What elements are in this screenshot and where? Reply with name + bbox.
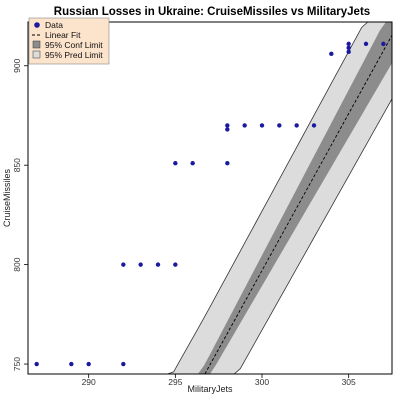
linear-fit-line xyxy=(204,35,393,375)
x-axis: 290 295 300 305 xyxy=(82,374,356,387)
x-tick-label: 295 xyxy=(168,377,182,387)
legend-data-marker-icon xyxy=(34,22,40,28)
y-axis-label: CruiseMissiles xyxy=(2,169,12,228)
x-tick-label: 300 xyxy=(255,377,269,387)
y-tick-label: 900 xyxy=(12,58,22,72)
data-point xyxy=(225,127,230,132)
data-point xyxy=(138,262,143,267)
data-point xyxy=(381,41,386,47)
y-tick-label: 800 xyxy=(12,257,22,271)
data-point xyxy=(294,123,299,128)
data-point xyxy=(86,361,91,367)
legend-box xyxy=(28,17,110,65)
chart-title: Russian Losses in Ukraine: CruiseMissile… xyxy=(54,6,370,18)
legend-conf-swatch-icon xyxy=(32,40,41,49)
data-point xyxy=(346,45,351,51)
data-point xyxy=(311,123,317,128)
legend-pred-swatch-icon xyxy=(32,50,41,59)
y-tick-label: 850 xyxy=(12,158,22,172)
legend: Data Linear Fit 95% Conf Limit 95% Pred … xyxy=(28,17,110,65)
data-point xyxy=(277,123,282,128)
data-point xyxy=(173,262,178,267)
plot-frame xyxy=(27,21,393,375)
x-tick-label: 290 xyxy=(82,377,96,387)
data-point xyxy=(34,361,39,367)
data-points xyxy=(34,41,386,367)
data-point xyxy=(69,361,74,367)
data-point xyxy=(242,123,247,128)
data-point xyxy=(363,41,369,47)
data-point xyxy=(121,361,126,367)
data-point xyxy=(155,262,161,267)
x-tick-label: 305 xyxy=(342,377,356,387)
data-point xyxy=(121,262,126,267)
data-point xyxy=(225,160,230,166)
data-point xyxy=(259,123,265,128)
data-point xyxy=(346,49,351,55)
data-point xyxy=(225,123,230,128)
y-axis: 750 800 850 900 xyxy=(12,58,28,371)
legend-label-data: Data xyxy=(45,20,63,30)
data-point xyxy=(346,41,351,47)
data-point xyxy=(173,160,178,166)
x-axis-label: MilitaryJets xyxy=(187,384,233,394)
data-point xyxy=(190,160,195,166)
legend-label-pred: 95% Pred Limit xyxy=(45,50,103,60)
legend-label-fit: Linear Fit xyxy=(45,30,81,40)
data-point xyxy=(329,51,334,57)
y-tick-label: 750 xyxy=(12,357,22,371)
legend-label-conf: 95% Conf Limit xyxy=(45,40,103,50)
